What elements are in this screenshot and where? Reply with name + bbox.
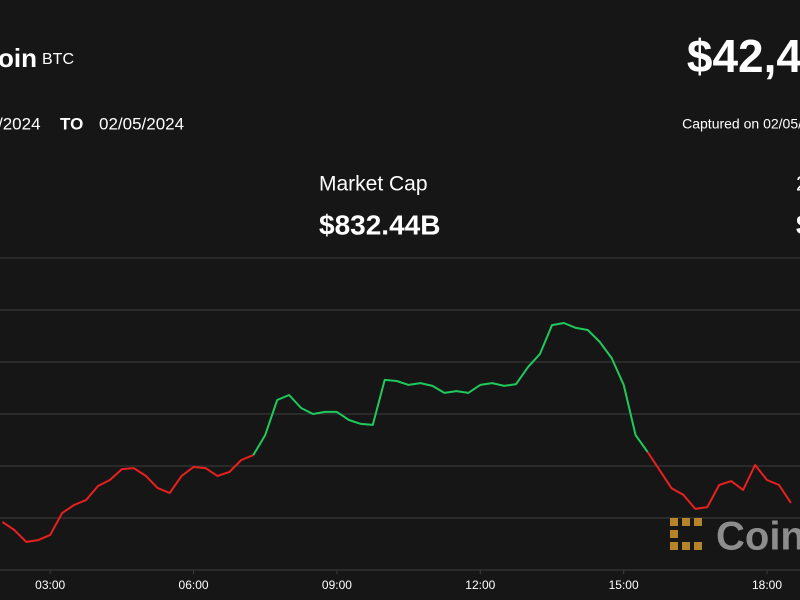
x-tick-label: 03:00 — [35, 578, 65, 592]
plot: 03:00 06:00 09:00 12:00 15:00 18:00 — [0, 309, 800, 592]
watermark: Coin — [670, 515, 800, 559]
x-tick-label: 12:00 — [465, 578, 495, 592]
date-from: /2024 — [0, 114, 41, 133]
stat-value: $ — [796, 209, 800, 240]
captured: Captured on 02/05/ — [682, 116, 800, 132]
watermark-text: Coin — [716, 515, 800, 559]
stat-value: $832.44B — [319, 209, 440, 240]
x-tick-label: 06:00 — [179, 578, 209, 592]
price-line — [252, 322, 649, 456]
symbol: BTC — [42, 51, 74, 68]
date-separator: TO — [60, 114, 83, 133]
asset-name: oin — [0, 43, 37, 73]
x-tick-label: 15:00 — [609, 578, 639, 592]
x-tick-label: 18:00 — [752, 578, 782, 592]
stat-label: Market Cap — [319, 173, 428, 196]
date-to: 02/05/2024 — [99, 114, 184, 133]
x-tick-label: 09:00 — [322, 578, 352, 592]
price-line — [1, 451, 792, 543]
stat-label: 2 — [796, 173, 800, 196]
price: $42,4 — [687, 30, 800, 82]
